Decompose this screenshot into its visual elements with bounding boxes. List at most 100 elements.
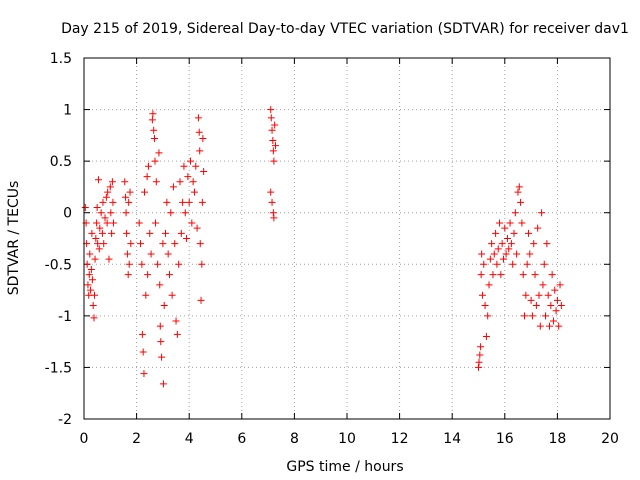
data-point	[93, 219, 101, 227]
data-point	[190, 188, 198, 196]
y-tick-label: -1	[58, 309, 72, 325]
data-point	[267, 106, 275, 114]
data-point	[269, 209, 277, 217]
data-point	[509, 260, 517, 268]
data-point	[184, 173, 192, 181]
data-point	[90, 314, 98, 322]
data-point	[534, 224, 542, 232]
data-point	[194, 114, 202, 122]
data-point	[171, 240, 179, 248]
data-point	[159, 240, 167, 248]
y-tick-label: 1.5	[50, 51, 72, 67]
data-point	[498, 240, 506, 248]
data-point	[159, 380, 167, 388]
data-point	[546, 322, 554, 330]
data-point	[502, 250, 510, 258]
data-point	[271, 142, 279, 150]
data-point	[144, 162, 152, 170]
data-point	[95, 245, 103, 253]
data-point	[486, 255, 494, 263]
data-point	[91, 255, 99, 263]
data-point	[515, 183, 523, 191]
data-point	[85, 271, 93, 279]
data-point	[270, 157, 278, 165]
data-point	[102, 193, 110, 201]
data-point	[475, 358, 483, 366]
data-point	[480, 260, 488, 268]
data-point	[199, 134, 207, 142]
data-point	[83, 260, 91, 268]
data-point	[140, 188, 148, 196]
data-point	[149, 110, 157, 118]
data-point	[152, 219, 160, 227]
data-point	[122, 193, 130, 201]
data-point	[93, 204, 101, 212]
y-axis-label: SDTVAR / TECUs	[6, 181, 22, 296]
data-point	[501, 224, 509, 232]
data-point	[511, 209, 519, 217]
data-point	[105, 255, 113, 263]
chart-title: Day 215 of 2019, Sidereal Day-to-day VTE…	[61, 21, 629, 37]
data-point	[519, 271, 527, 279]
data-point	[91, 291, 99, 299]
data-point	[99, 198, 107, 206]
data-point	[521, 312, 529, 320]
data-point	[86, 250, 94, 258]
data-point	[518, 219, 526, 227]
data-point	[106, 183, 114, 191]
data-point	[156, 322, 164, 330]
data-point	[484, 312, 492, 320]
data-point	[138, 260, 146, 268]
data-point	[268, 126, 276, 134]
data-point	[503, 235, 511, 242]
data-point	[510, 229, 518, 237]
data-point	[489, 271, 497, 279]
data-point	[94, 240, 102, 248]
data-point	[514, 188, 522, 196]
data-point	[172, 317, 180, 325]
data-point	[557, 302, 565, 310]
data-point	[198, 198, 206, 206]
data-point	[167, 209, 175, 217]
y-tick-label: 1	[63, 103, 72, 119]
data-point	[179, 198, 187, 206]
data-point	[531, 271, 539, 279]
plot-frame	[83, 57, 611, 420]
data-point	[477, 271, 485, 279]
data-point	[148, 116, 156, 124]
data-point	[192, 162, 200, 170]
data-point	[492, 229, 500, 237]
data-point	[485, 281, 493, 289]
data-point	[107, 209, 115, 217]
data-point	[497, 271, 505, 279]
data-point	[477, 343, 485, 351]
y-tick-label: -0.5	[45, 257, 72, 273]
data-point	[108, 229, 116, 237]
data-point	[269, 137, 277, 145]
data-point	[126, 188, 134, 196]
data-point	[526, 250, 534, 258]
data-point	[517, 198, 525, 206]
data-point	[180, 162, 188, 170]
data-point	[124, 271, 132, 279]
data-point	[156, 281, 164, 289]
data-point	[162, 229, 170, 237]
data-point	[553, 296, 561, 304]
data-point	[544, 291, 552, 299]
data-point	[481, 302, 489, 310]
data-point	[183, 235, 191, 242]
data-point	[555, 322, 563, 330]
data-point	[139, 348, 147, 356]
data-point	[154, 260, 162, 268]
data-point	[513, 250, 521, 258]
y-tick-label: 0	[63, 206, 72, 222]
x-tick-label: 16	[496, 431, 514, 447]
points-layer	[81, 106, 565, 388]
data-point	[122, 209, 130, 217]
data-point	[88, 276, 96, 284]
x-tick-label: 12	[391, 431, 409, 447]
data-point	[81, 204, 89, 212]
x-tick-label: 10	[338, 431, 356, 447]
data-point	[200, 167, 208, 175]
